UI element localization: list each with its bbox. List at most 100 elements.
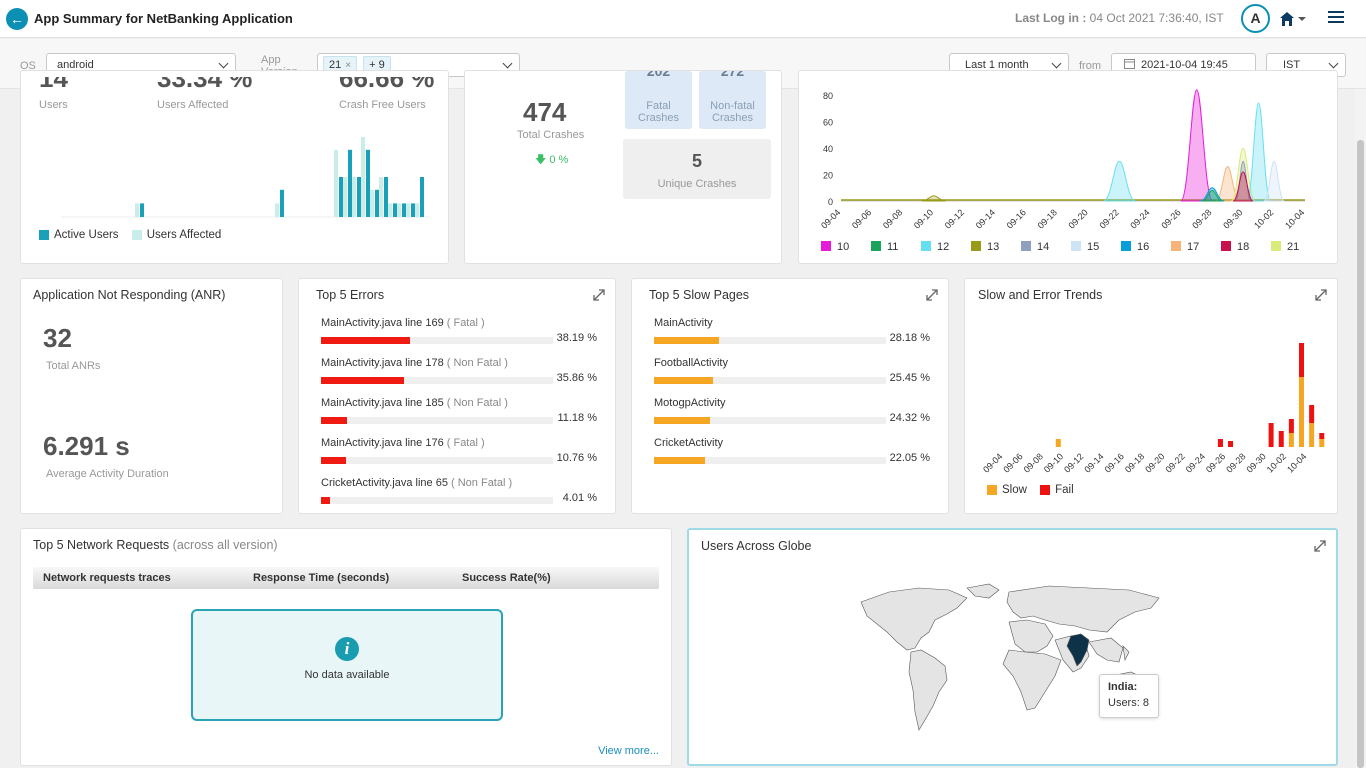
view-more-link[interactable]: View more... (598, 745, 659, 757)
fail-bar (1268, 423, 1274, 447)
error-percent: 11.18 % (557, 412, 597, 424)
error-label: MainActivity.java line 176 ( Fatal ) (321, 437, 597, 449)
error-label: MainActivity.java line 185 ( Non Fatal ) (321, 397, 597, 409)
y-tick-label: 60 (823, 118, 833, 128)
slow-page-row[interactable]: CricketActivity 22.05 % (654, 437, 930, 464)
error-name: MainActivity.java line 185 (321, 397, 447, 409)
network-card: Top 5 Network Requests (across all versi… (20, 528, 672, 766)
page-title: App Summary for NetBanking Application (34, 11, 293, 26)
fail-bar (1217, 439, 1223, 447)
error-bar-track (321, 417, 553, 424)
error-row[interactable]: MainActivity.java line 169 ( Fatal ) 38.1… (321, 317, 597, 344)
slow-pages-card: Top 5 Slow Pages MainActivity 28.18 % Foot… (631, 278, 949, 514)
error-percent: 4.01 % (562, 492, 597, 504)
slow-page-row[interactable]: MotogpActivity 24.32 % (654, 397, 930, 424)
error-row[interactable]: CricketActivity.java line 65 ( Non Fatal… (321, 477, 597, 504)
x-tick-label: 09-10 (912, 207, 935, 230)
active-users-bar (140, 203, 144, 217)
slow-page-percent: 24.32 % (889, 412, 930, 424)
slow-pages-title: Top 5 Slow Pages (649, 288, 750, 302)
x-tick-label: 09-16 (1103, 451, 1126, 474)
legend-label: 16 (1137, 241, 1149, 253)
top-errors-card: Top 5 Errors MainActivity.java line 169 … (298, 278, 616, 514)
fatal-label-1: Fatal (646, 100, 671, 112)
slow-bar-fill (654, 337, 720, 344)
slow-bar-fill (654, 417, 711, 424)
active-users-bar (357, 177, 361, 217)
error-row[interactable]: MainActivity.java line 178 ( Non Fatal )… (321, 357, 597, 384)
expand-icon[interactable] (926, 289, 938, 301)
nonfatal-crashes-box[interactable]: 272 Non-fatal Crashes (699, 71, 766, 129)
os-select-value: android (57, 59, 94, 71)
col-success-rate[interactable]: Success Rate(%) (462, 572, 551, 584)
users-legend: Active Users Users Affected (39, 229, 221, 241)
x-tick-label: 09-18 (1123, 451, 1146, 474)
slow-page-percent: 25.45 % (889, 372, 930, 384)
network-title: Top 5 Network Requests (across all versi… (33, 538, 278, 552)
error-tag: ( Fatal ) (446, 317, 485, 329)
no-data-box: i No data available (191, 609, 503, 721)
unique-crashes-box[interactable]: 5 Unique Crashes (623, 139, 771, 199)
col-traces[interactable]: Network requests traces (43, 572, 171, 584)
fail-bar (1288, 419, 1294, 433)
home-menu-button[interactable] (1279, 10, 1309, 28)
active-users-bar (366, 149, 370, 217)
legend-swatch-slow (987, 484, 997, 495)
anr-card: Application Not Responding (ANR) 32 Tota… (20, 278, 283, 514)
hamburger-menu-icon[interactable] (1328, 11, 1344, 25)
unique-crashes-value: 5 (691, 151, 702, 171)
slow-bar (1055, 439, 1061, 447)
os-label: OS (20, 60, 36, 72)
error-bar-fill (321, 417, 347, 424)
error-row[interactable]: MainActivity.java line 176 ( Fatal ) 10.7… (321, 437, 597, 464)
x-tick-label: 09-06 (1001, 451, 1024, 474)
legend-label: 15 (1087, 241, 1099, 253)
error-bar-track (321, 337, 553, 344)
expand-icon[interactable] (593, 289, 605, 301)
chevron-down-icon (1051, 58, 1062, 69)
x-tick-label: 09-26 (1204, 451, 1227, 474)
crash-change-value: 0 % (549, 154, 569, 166)
x-tick-label: 09-06 (850, 207, 873, 230)
slow-bar (1288, 433, 1294, 447)
legend-swatch-fail (1040, 484, 1051, 495)
error-tag: ( Fatal ) (446, 437, 485, 449)
slow-page-row[interactable]: MainActivity 28.18 % (654, 317, 930, 344)
legend-slow-label: Slow (1002, 484, 1027, 496)
y-tick-label: 0 (828, 197, 833, 207)
slow-page-row[interactable]: FootballActivity 25.45 % (654, 357, 930, 384)
error-row[interactable]: MainActivity.java line 185 ( Non Fatal )… (321, 397, 597, 424)
legend-swatch (1271, 241, 1281, 251)
map-tooltip: India: Users: 8 (1099, 674, 1159, 718)
legend-active-label: Active Users (54, 229, 119, 241)
error-label: MainActivity.java line 169 ( Fatal ) (321, 317, 597, 329)
series-area (1263, 160, 1285, 202)
expand-icon[interactable] (1315, 289, 1327, 301)
x-tick-label: 09-12 (1062, 451, 1085, 474)
back-arrow-icon[interactable]: ← (6, 8, 28, 30)
scrollbar-thumb[interactable] (1357, 140, 1364, 768)
world-map[interactable] (849, 580, 1179, 750)
remove-chip-icon[interactable]: × (345, 60, 352, 71)
info-icon: i (335, 637, 359, 661)
series-area (1180, 89, 1214, 202)
user-avatar[interactable]: A (1241, 4, 1270, 33)
network-title-text: Top 5 Network Requests (33, 538, 170, 552)
col-response-time[interactable]: Response Time (seconds) (253, 572, 390, 584)
slow-error-legend: Slow Fail (987, 484, 1074, 496)
slow-bar-track (654, 417, 886, 424)
active-users-bar (393, 203, 397, 217)
india-region[interactable] (1066, 633, 1090, 667)
x-tick-label: 09-30 (1221, 207, 1244, 230)
active-users-bar (280, 189, 284, 217)
error-bar-fill (321, 337, 410, 344)
fail-bar (1228, 441, 1234, 447)
slow-page-label: MainActivity (654, 317, 713, 329)
last-login-value: 04 Oct 2021 7:36:40, IST (1089, 11, 1224, 25)
fatal-crashes-box[interactable]: 202 Fatal Crashes (625, 71, 692, 129)
expand-icon[interactable] (1314, 540, 1326, 552)
series-area (1202, 189, 1223, 202)
x-tick-label: 09-04 (819, 207, 842, 230)
from-date-value: 2021-10-04 19:45 (1141, 59, 1228, 71)
x-tick-label: 09-28 (1190, 207, 1213, 230)
